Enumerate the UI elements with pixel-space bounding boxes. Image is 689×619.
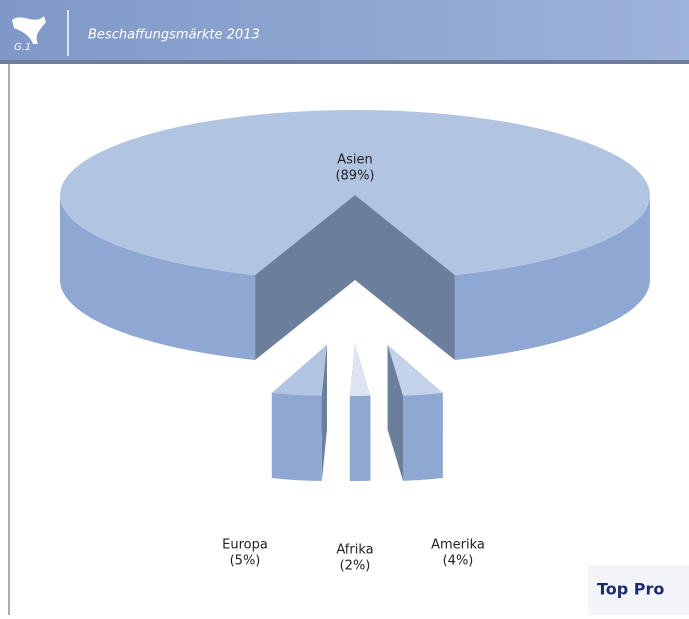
slice-top <box>60 110 650 275</box>
slice-top <box>387 345 443 396</box>
pie <box>60 110 650 481</box>
slice-label: Asien <box>337 153 373 168</box>
slice-top <box>349 345 371 396</box>
slice-side <box>60 195 256 360</box>
slice-value-label: (2%) <box>340 559 371 574</box>
slice-value-label: (4%) <box>443 554 474 569</box>
button[interactable] <box>588 565 689 615</box>
slice-label: Amerika <box>431 538 485 553</box>
slice-side <box>271 393 322 481</box>
slice-side <box>454 195 650 360</box>
slice-cut-face <box>355 195 455 360</box>
slice-value-label: (5%) <box>230 554 261 569</box>
badge: G.1 <box>14 42 31 53</box>
button-label[interactable]: Top Pro <box>597 580 664 599</box>
slice-label: Europa <box>222 538 268 553</box>
slice-label: Afrika <box>336 543 373 558</box>
chart-title: Beschaffungsmärkte 2013 <box>88 28 260 43</box>
header-bar <box>0 0 689 60</box>
slice-cut-face <box>255 195 355 360</box>
slice-cut-face <box>387 345 403 481</box>
slice-side <box>349 395 371 481</box>
header-rule <box>0 60 689 64</box>
slice-side <box>403 393 443 481</box>
slice-top <box>271 345 327 396</box>
slice-value-label: (89%) <box>335 169 374 184</box>
logo <box>12 16 46 44</box>
